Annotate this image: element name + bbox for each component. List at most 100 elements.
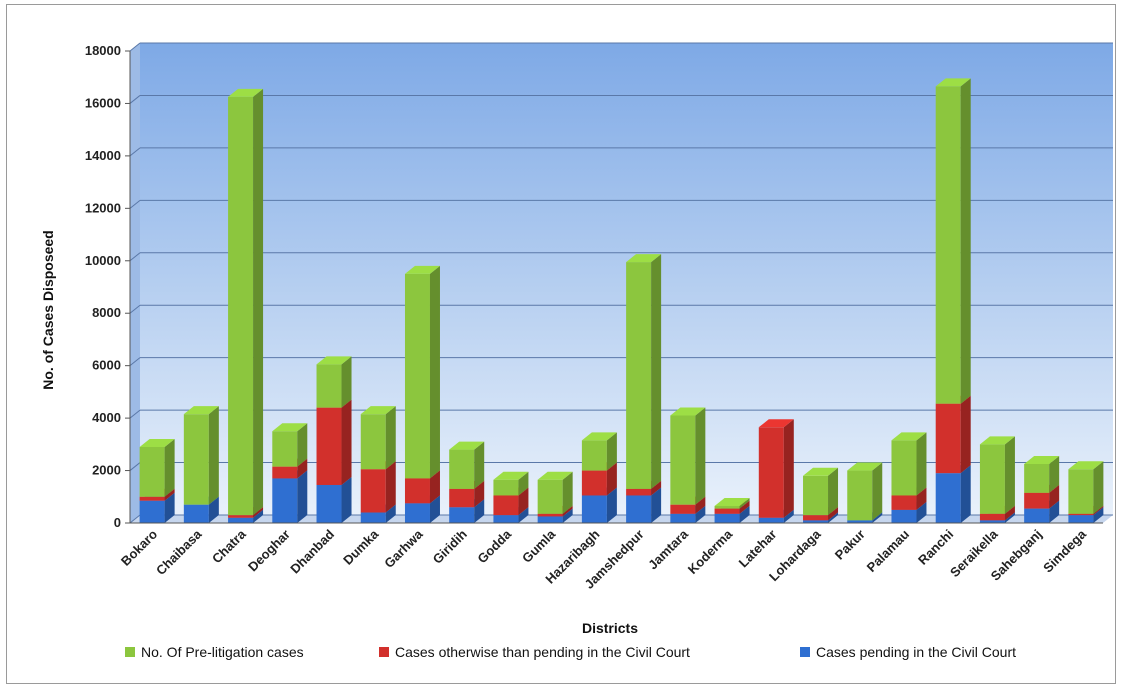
x-tick-label: Dhanbad (287, 526, 337, 576)
bar-segment (626, 254, 662, 489)
bar-segment-side (1004, 436, 1015, 514)
x-tick-label: Koderma (685, 526, 736, 577)
bar-segment-side (606, 462, 617, 496)
bar-segment-front (183, 414, 209, 505)
bar-segment-front (449, 507, 475, 523)
bar-segment-front (493, 479, 519, 496)
y-tick-label: 4000 (92, 410, 121, 425)
bar-segment-top (272, 423, 308, 432)
bar-segment-front (935, 86, 961, 404)
bar-segment-side (518, 487, 529, 516)
bar-segment-side (606, 487, 617, 523)
x-tick-label: Godda (474, 526, 514, 566)
bar-segment-side (828, 507, 839, 521)
y-tick-label: 12000 (85, 200, 121, 215)
bar-segment-front (891, 495, 917, 510)
bar-segment-side (1004, 512, 1015, 523)
bar-segment-side (739, 497, 750, 509)
bar-segment-front (139, 500, 165, 523)
x-tick-label: Latehar (736, 527, 780, 571)
bar-segment-front (360, 469, 386, 513)
bar-segment-front (493, 515, 519, 523)
x-tick-label: Deoghar (245, 527, 293, 575)
y-tick-label: 8000 (92, 305, 121, 320)
bar-segment (935, 395, 971, 474)
gridline-depth (129, 42, 141, 52)
gridline-depth (129, 409, 141, 419)
bar-segment-front (183, 504, 209, 523)
bar-segment-front (581, 495, 607, 523)
bar-segment-front (758, 517, 784, 523)
bar-segment-top (139, 438, 175, 447)
y-axis-ticks: 0 2000 4000 6000 8000 10000 12000 14000 16000 180… (85, 43, 1103, 530)
bar-segment-side (695, 407, 706, 505)
bar-segment-side (562, 508, 573, 523)
y-tick-label: 6000 (92, 358, 121, 373)
bar-segment-front (537, 513, 563, 517)
bar-segment-side (429, 470, 440, 504)
bar-segment-front (803, 520, 829, 523)
bar-segment-front (581, 440, 607, 471)
x-tick-label: Giridih (430, 526, 470, 566)
legend-swatch (379, 647, 389, 657)
bar-segment-front (404, 503, 430, 523)
bar-segment-top (979, 436, 1015, 445)
bar-segment-side (474, 480, 485, 508)
bar-segment-top (847, 462, 883, 471)
bar-segment (360, 406, 396, 470)
bar-segment (316, 399, 352, 485)
bar-segment-side (739, 500, 750, 514)
bar-segment-front (714, 513, 740, 523)
bar-segment-side (651, 487, 662, 523)
bar-segment-side (164, 492, 175, 523)
bar-segment-side (429, 265, 440, 479)
bar-segment-top (449, 441, 485, 450)
bar-segment-front (758, 427, 784, 518)
bar-segment (935, 465, 971, 523)
bar-segment-side (341, 356, 352, 408)
y-tick-label: 16000 (85, 95, 121, 110)
bar-segment-side (1049, 484, 1060, 509)
bar-segment (1024, 456, 1060, 493)
bar-segment-side (1049, 456, 1060, 493)
bar-segment-side (297, 423, 308, 467)
bar-segment (139, 438, 175, 497)
bar-segment-front (803, 515, 829, 521)
x-axis-title: Districts (582, 620, 638, 636)
bar-segment-side (828, 467, 839, 516)
bar-segment-front (1068, 515, 1094, 523)
bar-segment-front (228, 517, 254, 523)
y-tick-label: 10000 (85, 253, 121, 268)
bar-segment-front (891, 509, 917, 523)
bar-segment-side (297, 470, 308, 523)
bar-segment-front (228, 515, 254, 518)
bar-segment-side (562, 505, 573, 517)
bar-segment-front (1024, 492, 1050, 509)
bar-segment-top (581, 432, 617, 441)
bar-segment-front (449, 488, 475, 508)
bar-segment (847, 462, 883, 521)
bar-segment-front (1068, 469, 1094, 514)
bar-segment (714, 497, 750, 509)
bar-segment-front (272, 466, 298, 479)
bar-segment-front (404, 478, 430, 504)
bar-segment (183, 406, 219, 505)
bar-segment-top (183, 406, 219, 415)
bar-segment-side (474, 441, 485, 489)
chart-frame: 0 2000 4000 6000 8000 10000 12000 14000 16000 180… (6, 4, 1116, 684)
bar-segment-side (651, 254, 662, 489)
bar-segment-front (626, 488, 652, 496)
bar-segment-front (847, 520, 873, 523)
bar-segment-side (960, 465, 971, 523)
legend-label: Cases pending in the Civil Court (816, 644, 1016, 660)
bar-segment-top (316, 356, 352, 365)
bar-segment (493, 471, 529, 496)
bar-segment-side (960, 78, 971, 404)
bar-segment-front (537, 479, 563, 514)
bar-segment-side (253, 507, 264, 518)
bar-segment-side (695, 496, 706, 514)
bar-segment-side (916, 487, 927, 510)
bar-segment-side (474, 499, 485, 523)
bar-segment-top (670, 407, 706, 416)
